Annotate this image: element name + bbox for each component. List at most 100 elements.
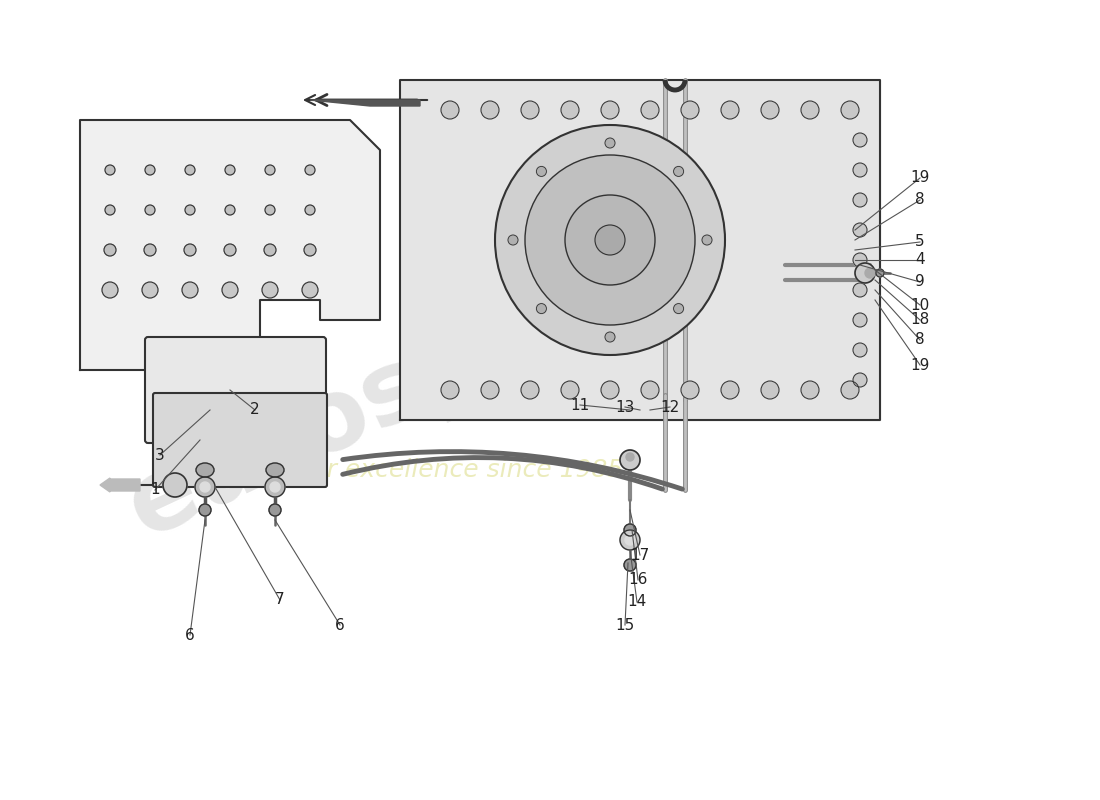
- Circle shape: [673, 166, 683, 177]
- Circle shape: [641, 381, 659, 399]
- Circle shape: [681, 381, 698, 399]
- Circle shape: [852, 133, 867, 147]
- Circle shape: [226, 205, 235, 215]
- Circle shape: [184, 244, 196, 256]
- Circle shape: [673, 303, 683, 314]
- Circle shape: [304, 244, 316, 256]
- Text: 3: 3: [155, 447, 165, 462]
- Circle shape: [104, 244, 116, 256]
- Circle shape: [305, 205, 315, 215]
- Circle shape: [801, 101, 820, 119]
- Text: 8: 8: [915, 193, 925, 207]
- Text: 19: 19: [911, 170, 930, 186]
- Circle shape: [481, 101, 499, 119]
- Circle shape: [720, 381, 739, 399]
- Text: 2: 2: [250, 402, 260, 418]
- Circle shape: [876, 269, 884, 277]
- Circle shape: [681, 101, 698, 119]
- Circle shape: [145, 165, 155, 175]
- Circle shape: [605, 332, 615, 342]
- Text: 4: 4: [915, 253, 925, 267]
- Circle shape: [537, 303, 547, 314]
- Circle shape: [185, 165, 195, 175]
- Circle shape: [104, 165, 116, 175]
- Text: 6: 6: [185, 627, 195, 642]
- Circle shape: [842, 381, 859, 399]
- Circle shape: [521, 101, 539, 119]
- Circle shape: [565, 195, 654, 285]
- Circle shape: [102, 282, 118, 298]
- Circle shape: [441, 381, 459, 399]
- Circle shape: [624, 524, 636, 536]
- Circle shape: [641, 101, 659, 119]
- Circle shape: [508, 235, 518, 245]
- Circle shape: [195, 477, 214, 497]
- Text: 5: 5: [915, 234, 925, 250]
- Circle shape: [852, 373, 867, 387]
- Circle shape: [620, 450, 640, 470]
- Polygon shape: [310, 100, 420, 106]
- Text: 15: 15: [615, 618, 635, 633]
- Circle shape: [537, 166, 547, 177]
- Circle shape: [199, 504, 211, 516]
- Text: 16: 16: [628, 573, 648, 587]
- Circle shape: [852, 313, 867, 327]
- Circle shape: [605, 138, 615, 148]
- Circle shape: [852, 343, 867, 357]
- Circle shape: [852, 253, 867, 267]
- Circle shape: [702, 235, 712, 245]
- Circle shape: [842, 101, 859, 119]
- Circle shape: [852, 193, 867, 207]
- FancyBboxPatch shape: [145, 337, 326, 443]
- Circle shape: [104, 205, 116, 215]
- Circle shape: [561, 381, 579, 399]
- Text: eurospares: eurospares: [113, 202, 727, 558]
- Circle shape: [525, 155, 695, 325]
- Circle shape: [521, 381, 539, 399]
- Text: 19: 19: [911, 358, 930, 373]
- Circle shape: [264, 244, 276, 256]
- Text: 10: 10: [911, 298, 930, 313]
- Circle shape: [305, 165, 315, 175]
- Text: 7: 7: [275, 593, 285, 607]
- Circle shape: [624, 559, 636, 571]
- Circle shape: [852, 223, 867, 237]
- Circle shape: [625, 535, 635, 545]
- Text: 18: 18: [911, 313, 930, 327]
- Circle shape: [302, 282, 318, 298]
- Circle shape: [265, 205, 275, 215]
- Text: 17: 17: [630, 547, 650, 562]
- Text: 12: 12: [660, 399, 680, 414]
- Circle shape: [145, 205, 155, 215]
- Polygon shape: [80, 120, 380, 370]
- Circle shape: [720, 101, 739, 119]
- Circle shape: [495, 125, 725, 355]
- Circle shape: [182, 282, 198, 298]
- Circle shape: [561, 101, 579, 119]
- Circle shape: [265, 165, 275, 175]
- Circle shape: [481, 381, 499, 399]
- Circle shape: [601, 101, 619, 119]
- Circle shape: [865, 268, 874, 278]
- Text: 6: 6: [336, 618, 345, 633]
- Polygon shape: [400, 80, 880, 420]
- Circle shape: [852, 283, 867, 297]
- Circle shape: [224, 244, 236, 256]
- Circle shape: [626, 453, 634, 461]
- Text: 8: 8: [915, 333, 925, 347]
- Circle shape: [595, 225, 625, 255]
- Circle shape: [801, 381, 820, 399]
- Text: a passion for excellence since 1985: a passion for excellence since 1985: [176, 458, 624, 482]
- Circle shape: [761, 101, 779, 119]
- Circle shape: [855, 263, 875, 283]
- Circle shape: [226, 165, 235, 175]
- Circle shape: [185, 205, 195, 215]
- Circle shape: [441, 101, 459, 119]
- Text: 1: 1: [151, 482, 160, 498]
- Ellipse shape: [196, 463, 214, 477]
- Circle shape: [852, 163, 867, 177]
- Circle shape: [265, 477, 285, 497]
- Circle shape: [163, 473, 187, 497]
- Circle shape: [262, 282, 278, 298]
- Text: 9: 9: [915, 274, 925, 290]
